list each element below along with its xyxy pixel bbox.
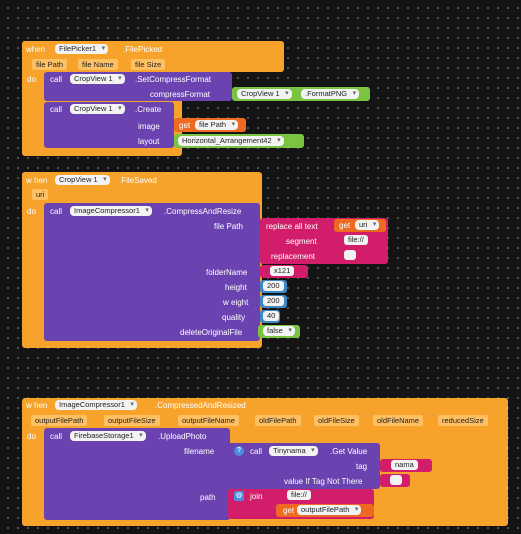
firebasestorage-dropdown[interactable]: FirebaseStorage1 xyxy=(70,431,146,441)
call-uploadphoto-block[interactable] xyxy=(44,428,230,520)
arg-weight: w eight xyxy=(223,298,249,307)
arg-layout: layout xyxy=(138,137,160,146)
do-label: do xyxy=(27,75,36,84)
gear-icon[interactable]: ⚙ xyxy=(234,491,244,501)
param-oldfilepath[interactable]: oldFilePath xyxy=(255,415,301,426)
param-file-name[interactable]: file Name xyxy=(78,59,118,70)
join-label: join xyxy=(250,492,263,501)
method-name: .Create xyxy=(135,105,162,114)
imagecompressor-dropdown[interactable]: ImageCompressor1 xyxy=(70,206,152,216)
method-name: .UploadPhoto xyxy=(158,432,207,441)
call-compressandresize-block[interactable] xyxy=(44,203,260,341)
param-file-path[interactable]: file Path xyxy=(32,59,68,70)
arg-valueiftagnotthere: value If Tag Not There xyxy=(284,477,363,486)
param-outputfilesize[interactable]: outputFileSize xyxy=(104,415,160,426)
param-oldfilesize[interactable]: oldFileSize xyxy=(314,415,359,426)
get-label: get xyxy=(179,121,191,130)
param-reducedsize[interactable]: reducedSize xyxy=(438,415,488,426)
join-value[interactable]: file:// xyxy=(287,490,311,500)
call-label: call xyxy=(50,75,63,84)
event-name: .CompressedAndResized xyxy=(155,401,246,410)
variable-dropdown[interactable]: outputFilePath xyxy=(297,505,362,515)
boolean-dropdown[interactable]: false xyxy=(263,326,295,336)
when-label: when xyxy=(26,45,46,54)
replacement-value[interactable] xyxy=(344,250,356,260)
arg-quality: quality xyxy=(222,313,246,322)
arg-path: path xyxy=(200,493,216,502)
tag-value[interactable]: nama xyxy=(391,460,418,470)
event-name: .FileSaved xyxy=(119,176,157,185)
arg-filename: filename xyxy=(184,447,215,456)
format-component-dropdown[interactable]: CropView 1 xyxy=(237,89,292,99)
arg-height: height xyxy=(225,283,247,292)
help-icon[interactable]: ? xyxy=(234,446,244,456)
cropview-dropdown[interactable]: CropView 1 xyxy=(70,104,125,114)
arg-image: image xyxy=(138,122,160,131)
inner-call-label: call xyxy=(250,447,263,456)
param-file-size[interactable]: file Size xyxy=(131,59,166,70)
do-label: do xyxy=(27,432,36,441)
quality-value[interactable]: 40 xyxy=(263,311,280,321)
method-name: .CompressAndResize xyxy=(164,207,242,216)
event-name: .FilePicked xyxy=(123,45,163,54)
call-label: call xyxy=(50,207,63,216)
param-outputfilename[interactable]: outputFileName xyxy=(178,415,239,426)
call-label: call xyxy=(50,105,63,114)
folder-value[interactable]: x121 xyxy=(270,266,295,276)
segment-label: segment xyxy=(286,237,317,246)
layout-dropdown[interactable]: Horizontal_Arrangement42 xyxy=(178,136,284,146)
when-label: w hen xyxy=(26,176,48,185)
format-property-dropdown[interactable]: .FormatPNG xyxy=(301,89,360,99)
method-name: .SetCompressFormat xyxy=(135,75,212,84)
replace-label: replace all text xyxy=(266,222,318,231)
replacement-label: replacement xyxy=(271,252,316,261)
get-label: get xyxy=(339,221,351,230)
param-uri[interactable]: uri xyxy=(32,189,49,200)
segment-value[interactable]: file:// xyxy=(344,235,368,245)
get-label: get xyxy=(283,506,295,515)
variable-dropdown[interactable]: file Path xyxy=(195,120,239,130)
param-oldfilename[interactable]: oldFileName xyxy=(373,415,424,426)
when-label: w hen xyxy=(26,401,48,410)
component-dropdown[interactable]: FilePicker1 xyxy=(55,44,109,54)
param-outputfilepath[interactable]: outputFilePath xyxy=(31,415,88,426)
arg-tag: tag xyxy=(356,462,368,471)
notthere-value[interactable] xyxy=(390,475,402,485)
weight-value[interactable]: 200 xyxy=(263,296,284,306)
tinynama-dropdown[interactable]: Tinynama xyxy=(269,446,318,456)
arg-compressformat: compressFormat xyxy=(150,90,211,99)
inner-method-name: .Get Value xyxy=(330,447,368,456)
arg-foldername: folderName xyxy=(206,268,248,277)
call-label: call xyxy=(50,432,63,441)
height-value[interactable]: 200 xyxy=(263,281,284,291)
cropview-dropdown[interactable]: CropView 1 xyxy=(70,74,125,84)
component-dropdown[interactable]: ImageCompressor1 xyxy=(55,400,137,410)
arg-deleteoriginalfile: deleteOriginalFile xyxy=(180,328,243,337)
variable-dropdown[interactable]: uri xyxy=(355,220,380,230)
do-label: do xyxy=(27,207,36,216)
component-dropdown[interactable]: CropView 1 xyxy=(55,175,110,185)
arg-filepath: file Path xyxy=(214,222,243,231)
